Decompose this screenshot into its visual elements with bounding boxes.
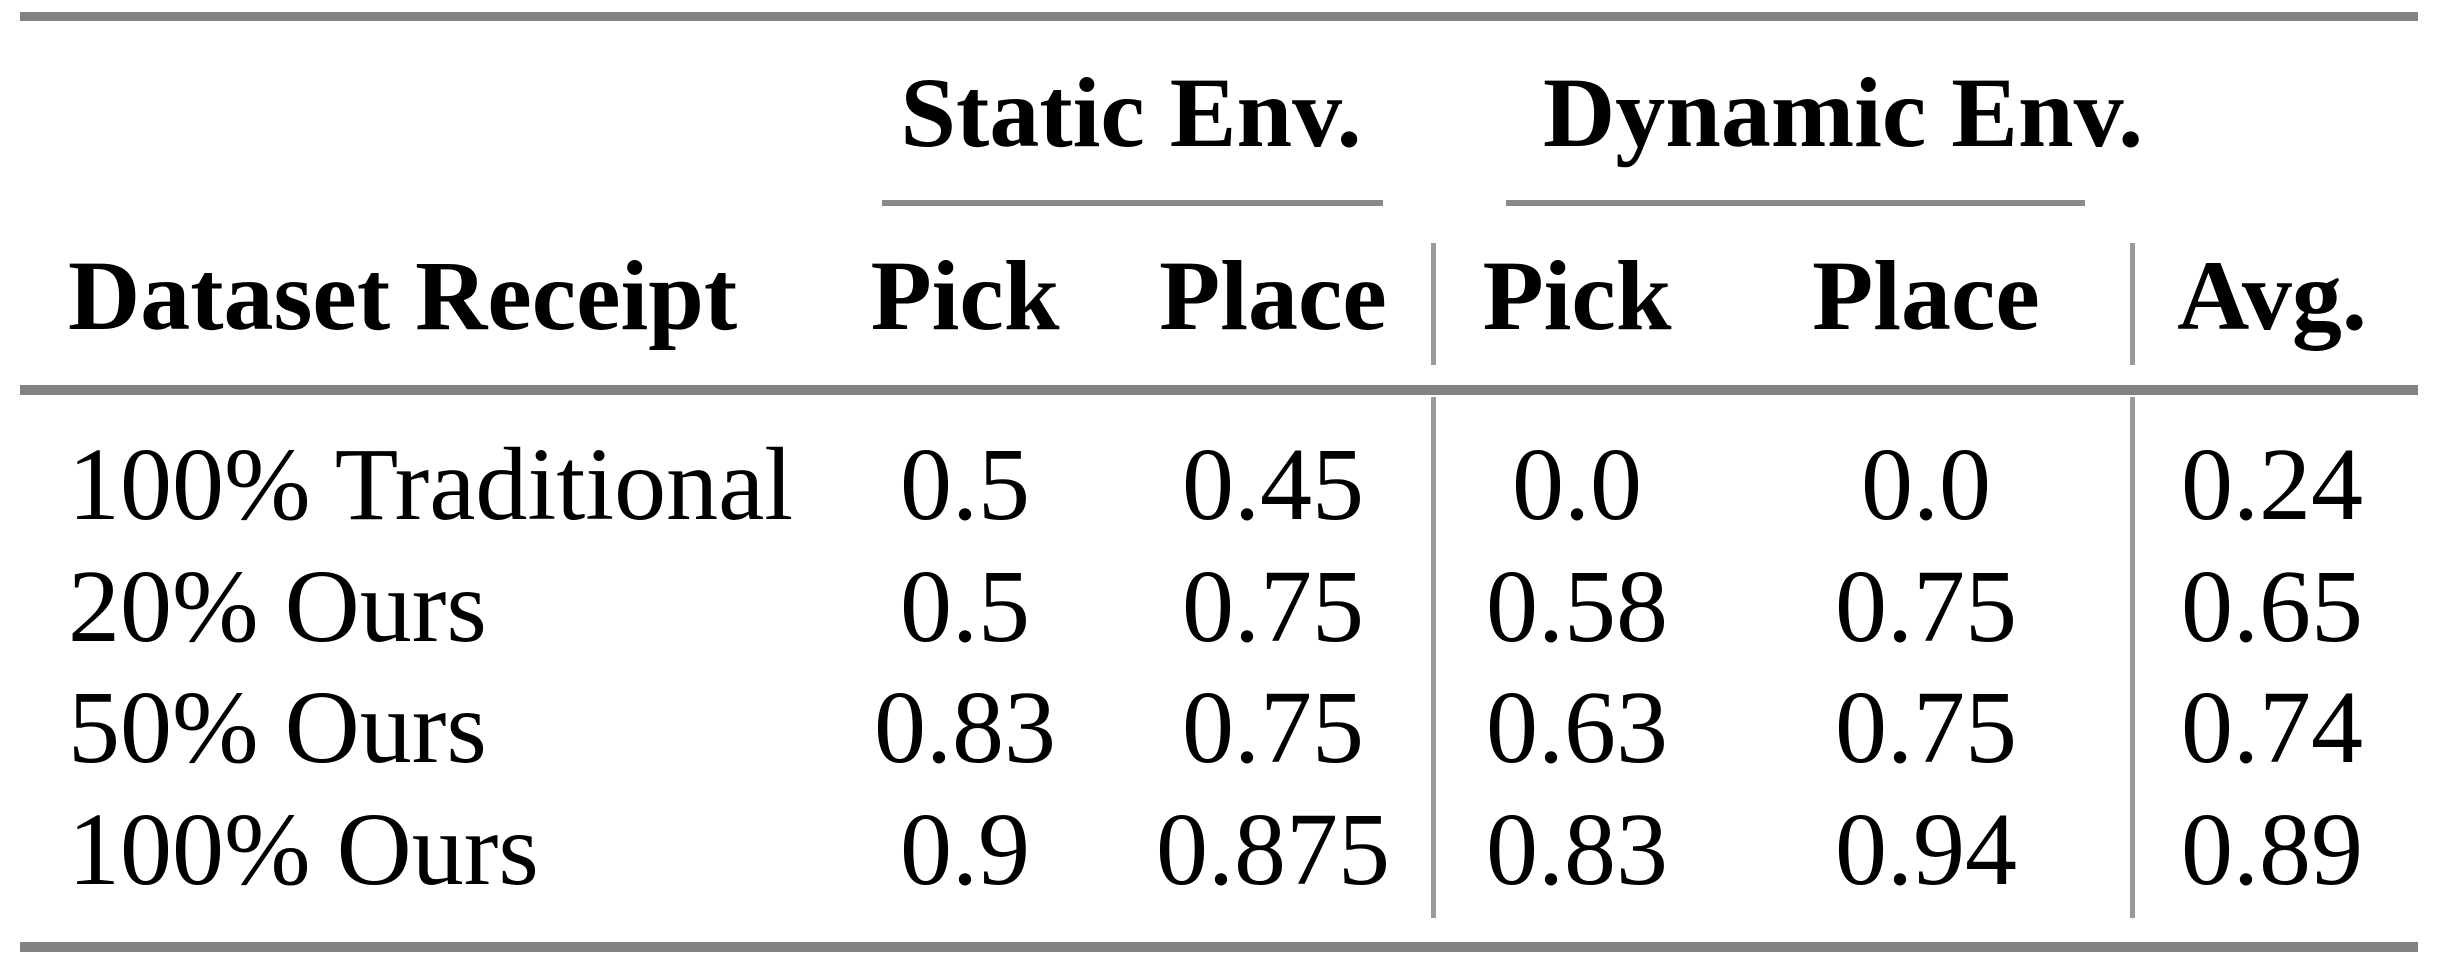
column-header-static-place: Place [1159, 240, 1387, 351]
column-header-avg: Avg. [2177, 240, 2367, 351]
row-label: 100% Traditional [68, 427, 794, 542]
column-header-static-pick: Pick [870, 240, 1060, 351]
column-header-dynamic-pick: Pick [1482, 240, 1672, 351]
cell-avg: 0.89 [2181, 792, 2363, 907]
vertical-separator-1-body [1431, 397, 1436, 918]
column-header-dynamic-place: Place [1812, 240, 2040, 351]
cell-dynamic-place: 0.75 [1835, 670, 2017, 785]
table-row: 50% Ours 0.83 0.75 0.63 0.75 0.74 [0, 676, 2440, 786]
cell-static-pick: 0.5 [900, 549, 1030, 664]
cell-dynamic-pick: 0.83 [1486, 792, 1668, 907]
vertical-separator-1-header [1431, 243, 1436, 365]
cell-dynamic-pick: 0.0 [1512, 427, 1642, 542]
row-label: 20% Ours [68, 549, 487, 664]
cell-dynamic-place: 0.94 [1835, 792, 2017, 907]
cell-static-pick: 0.9 [900, 792, 1030, 907]
cell-dynamic-pick: 0.63 [1486, 670, 1668, 785]
cell-static-pick: 0.83 [874, 670, 1056, 785]
vertical-separator-2-body [2130, 397, 2135, 918]
column-group-dynamic-env: Dynamic Env. [1543, 57, 2144, 168]
cell-avg: 0.74 [2181, 670, 2363, 785]
column-header-dataset-receipt: Dataset Receipt [68, 240, 738, 351]
table-row: 100% Traditional 0.5 0.45 0.0 0.0 0.24 [0, 433, 2440, 543]
cell-avg: 0.65 [2181, 549, 2363, 664]
vertical-separator-2-header [2130, 243, 2135, 365]
static-env-underline [882, 200, 1383, 206]
cell-dynamic-place: 0.0 [1861, 427, 1991, 542]
column-group-static-env: Static Env. [900, 57, 1362, 168]
cell-static-pick: 0.5 [900, 427, 1030, 542]
cell-static-place: 0.75 [1182, 549, 1364, 664]
row-label: 50% Ours [68, 670, 487, 785]
table-row: 100% Ours 0.9 0.875 0.83 0.94 0.89 [0, 798, 2440, 908]
cell-dynamic-pick: 0.58 [1486, 549, 1668, 664]
table-top-rule [20, 12, 2418, 21]
dynamic-env-underline [1506, 200, 2085, 206]
cell-static-place: 0.875 [1156, 792, 1390, 907]
cell-dynamic-place: 0.75 [1835, 549, 2017, 664]
table-row: 20% Ours 0.5 0.75 0.58 0.75 0.65 [0, 555, 2440, 665]
cell-static-place: 0.45 [1182, 427, 1364, 542]
row-label: 100% Ours [68, 792, 539, 907]
table-header-rule [20, 385, 2418, 395]
cell-static-place: 0.75 [1182, 670, 1364, 785]
table-bottom-rule [20, 942, 2418, 952]
cell-avg: 0.24 [2181, 427, 2363, 542]
